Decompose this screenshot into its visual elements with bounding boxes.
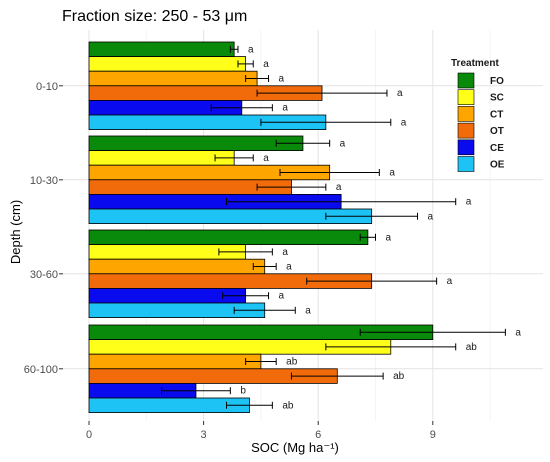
bar[interactable] <box>88 41 235 58</box>
legend[interactable]: Treatment FO SC CT OT CE OE <box>451 58 505 172</box>
significance-label: b <box>240 386 246 397</box>
significance-label: a <box>248 44 254 55</box>
bar[interactable] <box>88 287 247 304</box>
y-tick-label: 30-60 <box>30 269 58 281</box>
y-tick-label: 0-10 <box>36 81 58 93</box>
legend-title: Treatment <box>451 58 499 69</box>
y-axis-title: Depth (cm) <box>8 200 23 264</box>
significance-label: a <box>279 74 285 85</box>
legend-label[interactable]: OE <box>490 160 505 171</box>
significance-label: a <box>386 232 392 243</box>
significance-label: a <box>515 327 521 338</box>
bar[interactable] <box>88 56 247 72</box>
significance-label: a <box>401 117 407 128</box>
x-tick-label: 9 <box>430 429 436 441</box>
y-tick-label: 60-100 <box>24 364 58 376</box>
legend-label[interactable]: SC <box>490 93 504 104</box>
legend-label[interactable]: OT <box>490 126 504 137</box>
significance-label: ab <box>282 400 294 411</box>
x-tick-label: 6 <box>315 429 321 441</box>
y-tick-label: 10-30 <box>30 175 58 187</box>
bar[interactable] <box>88 397 250 414</box>
significance-label: a <box>279 291 285 302</box>
significance-label: a <box>397 88 403 99</box>
significance-label: a <box>263 153 269 164</box>
significance-label: a <box>305 305 311 316</box>
chart-title: Fraction size: 250 - 53 μm <box>62 8 247 25</box>
significance-label: a <box>263 59 269 70</box>
significance-label: a <box>336 182 342 193</box>
significance-label: ab <box>286 357 298 368</box>
legend-label[interactable]: CE <box>490 143 504 154</box>
axes: 0 3 6 9 0-10 10-30 30-60 60-100 <box>24 81 436 441</box>
bar[interactable] <box>88 229 369 246</box>
legend-swatch[interactable] <box>457 122 475 139</box>
significance-label: ab <box>466 342 478 353</box>
significance-label: a <box>286 262 292 273</box>
legend-label[interactable]: FO <box>490 76 504 87</box>
bar[interactable] <box>88 258 266 275</box>
bar[interactable] <box>88 70 258 87</box>
significance-label: a <box>389 168 395 179</box>
significance-label: a <box>282 103 288 114</box>
significance-label: a <box>447 276 453 287</box>
bar[interactable] <box>88 353 262 370</box>
legend-swatch[interactable] <box>457 72 475 89</box>
legend-swatch[interactable] <box>457 139 475 156</box>
significance-label: a <box>340 138 346 149</box>
x-tick-label: 3 <box>201 429 207 441</box>
x-axis-title: SOC (Mg ha⁻¹) <box>251 440 339 455</box>
legend-swatch[interactable] <box>457 106 475 122</box>
bar[interactable] <box>88 135 304 152</box>
significance-label: a <box>282 247 288 258</box>
x-tick-label: 0 <box>86 429 92 441</box>
significance-label: a <box>428 211 434 222</box>
legend-swatch[interactable] <box>457 89 475 105</box>
bar[interactable] <box>88 150 235 166</box>
significance-label: a <box>466 197 472 208</box>
significance-label: ab <box>393 371 405 382</box>
legend-label[interactable]: CT <box>490 109 503 120</box>
legend-swatch[interactable] <box>457 156 475 172</box>
